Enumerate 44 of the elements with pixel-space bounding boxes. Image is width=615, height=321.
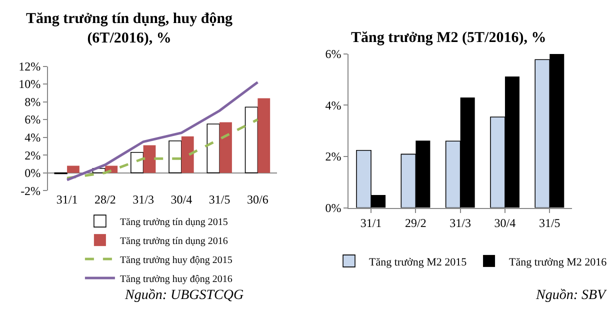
bar: [244, 106, 258, 174]
y-tick-label: 6%: [325, 47, 342, 62]
legend-label: Tăng trưởng huy động 2015: [120, 254, 232, 266]
bar: [67, 166, 80, 173]
line-series: [66, 80, 259, 182]
legend-label: Tăng trưởng tín dụng 2016: [120, 236, 228, 247]
y-tick-label: -2%: [20, 184, 41, 198]
x-tick-label: 31/3: [450, 216, 471, 230]
x-tick-label: 29/2: [405, 216, 426, 230]
bar: [206, 124, 220, 174]
x-tick-label: 31/1: [360, 216, 382, 230]
y-tick-label: 12%: [18, 59, 41, 74]
line-series: [66, 118, 259, 180]
bar: [258, 98, 270, 173]
chart-title: Tăng trưởng tín dụng, huy động (6T/2016), %: [26, 11, 234, 46]
y-tick-label: 4%: [325, 98, 342, 112]
x-tick-label: 30/4: [494, 216, 516, 230]
y-tick-label: 0%: [325, 200, 342, 215]
bar: [168, 140, 182, 174]
x-tick-label: 31/3: [132, 192, 154, 207]
x-tick-label: 28/2: [94, 192, 116, 207]
bar: [130, 152, 144, 174]
y-tick-label: 10%: [18, 77, 41, 92]
y-tick-label: 0%: [24, 166, 41, 180]
x-tick-label: 31/1: [56, 192, 78, 207]
x-tick-label: 31/5: [208, 192, 230, 207]
legend-label: Tăng trưởng M2 2015: [369, 256, 468, 268]
legend-label: Tăng trưởng tín dụng 2015: [120, 216, 228, 228]
x-tick-label: 30/4: [170, 192, 192, 207]
chart-title: Tăng trưởng M2 (5T/2016), %: [351, 30, 546, 46]
y-tick-label: 2%: [325, 150, 342, 164]
x-tick-label: 31/5: [538, 216, 560, 230]
y-tick-label: 4%: [24, 130, 41, 144]
text: Nguồn: UBGSTCQG: [124, 288, 244, 303]
y-tick-label: 8%: [24, 94, 41, 109]
x-tick-label: 30/6: [247, 192, 268, 207]
y-tick-label: 2%: [24, 148, 41, 162]
text: Nguồn: SBV: [535, 288, 608, 303]
legend-label: Tăng trưởng M2 2016: [509, 256, 608, 268]
bar: [220, 122, 232, 173]
bar: [181, 136, 194, 173]
bar: [143, 145, 156, 173]
y-tick-label: 6%: [24, 112, 41, 127]
legend-label: Tăng trưởng huy động 2016: [120, 274, 232, 285]
